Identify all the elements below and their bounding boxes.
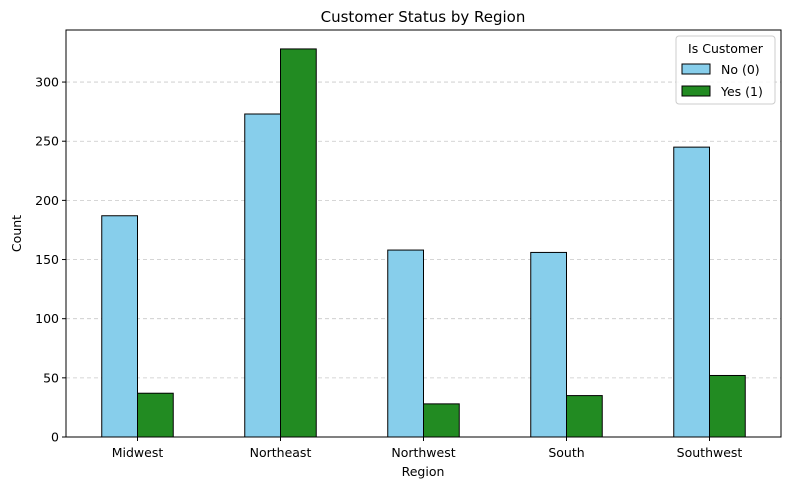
bar-south-no (530, 251, 567, 438)
chart-title: Customer Status by Region (321, 8, 526, 26)
y-tick-label: 150 (35, 252, 59, 267)
bar-northeast-no (244, 113, 281, 438)
y-tick-label: 250 (35, 134, 59, 149)
bar-northwest-yes (423, 403, 460, 438)
bar-midwest-yes (137, 392, 174, 438)
y-axis-label: Count (9, 215, 24, 252)
legend-swatch-no (681, 63, 711, 75)
x-tick-label: Northwest (391, 445, 455, 460)
y-tick-label: 300 (35, 75, 59, 90)
y-tick-label: 50 (43, 370, 59, 385)
y-tick-label: 100 (35, 311, 59, 326)
y-tick-label: 200 (35, 193, 59, 208)
bar-southwest-yes (709, 374, 746, 438)
legend-swatch-yes (681, 85, 711, 97)
legend: Is Customer No (0) Yes (1) (675, 35, 776, 105)
legend-title: Is Customer (688, 41, 764, 56)
x-axis: Midwest Northeast Northwest South Southwest (112, 437, 743, 460)
x-tick-label: Northeast (250, 445, 312, 460)
y-axis: 0 50 100 150 200 250 300 (35, 75, 66, 445)
x-tick-label: Midwest (112, 445, 164, 460)
legend-label-no: No (0) (721, 62, 760, 77)
bar-south-yes (566, 395, 603, 438)
y-tick-label: 0 (51, 430, 59, 445)
legend-label-yes: Yes (1) (720, 84, 763, 99)
bar-northwest-no (387, 249, 424, 438)
x-tick-label: Southwest (677, 445, 743, 460)
x-tick-label: South (548, 445, 584, 460)
bar-southwest-no (673, 146, 710, 438)
bar-midwest-no (101, 215, 138, 438)
bars-group (101, 48, 746, 438)
bar-northeast-yes (280, 48, 317, 438)
x-axis-label: Region (402, 464, 445, 479)
